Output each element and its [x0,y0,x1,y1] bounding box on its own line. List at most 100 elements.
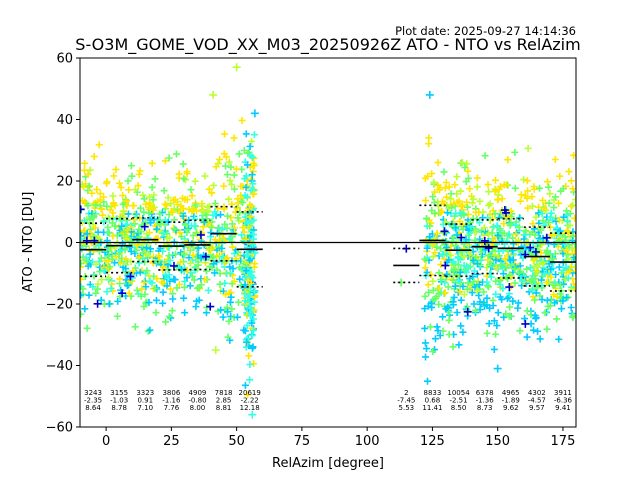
scatter-point [468,289,476,297]
scatter-point [546,223,554,231]
scatter-point [105,252,113,260]
scatter-point [421,174,429,182]
bin-stat-label: -2.22 [241,397,259,405]
scatter-point [550,291,558,299]
scatter-point [159,288,167,296]
scatter-point [476,235,484,243]
scatter-point [177,233,185,241]
scatter-point [195,296,203,304]
scatter-point [98,276,106,284]
scatter-point [232,165,240,173]
scatter-point [566,267,574,275]
scatter-point [440,255,448,263]
scatter-point [104,274,112,282]
scatter-point [462,268,470,276]
scatter-point [456,288,464,296]
scatter-point [249,180,257,188]
scatter-point [509,297,517,305]
x-tick-label: 125 [420,434,445,449]
scatter-point [246,361,254,369]
scatter-point [242,267,250,275]
scatter-point [536,335,544,343]
scatter-point [421,292,429,300]
scatter-point [505,283,514,292]
x-axis-label: RelAzim [degree] [272,456,384,471]
scatter-point [90,152,98,160]
scatter-point [83,230,91,238]
scatter-point [555,199,563,207]
scatter-point [106,263,114,271]
scatter-point [216,280,224,288]
scatter-point [165,154,173,162]
scatter-point [507,220,515,228]
bin-stat-label: 7.76 [164,404,180,412]
scatter-point [171,225,179,233]
y-axis-label: ATO - NTO [DU] [21,192,36,293]
scatter-point [183,196,191,204]
bin-stat-label: 9.41 [555,404,571,412]
scatter-point [80,205,85,214]
scatter-point [535,219,543,227]
scatter-point [114,297,122,305]
scatter-point [139,249,147,257]
scatter-point [496,280,504,288]
scatter-point [529,293,537,301]
scatter-point [480,288,488,296]
scatter-point [191,266,199,274]
scatter-point [473,287,481,295]
scatter-point [163,201,171,209]
scatter-point [567,286,575,294]
scatter-point [109,192,117,200]
scatter-point [248,137,256,145]
scatter-point [496,293,504,301]
scatter-point [428,300,436,308]
scatter-point [122,255,130,263]
scatter-point [451,181,459,189]
scatter-point [497,183,505,191]
scatter-point [161,200,169,208]
scatter-point [169,196,177,204]
scatter-point [250,131,258,139]
scatter-point [201,252,210,261]
chart-title: S-O3M_GOME_VOD_XX_M03_20250926Z ATO - NT… [75,35,580,55]
bin-stat-label: -7.45 [397,397,415,405]
scatter-point [203,304,211,312]
scatter-point [421,339,429,347]
scatter-point [490,223,498,231]
scatter-point [462,178,470,186]
scatter-point [221,220,229,228]
scatter-point [562,247,570,255]
scatter-point [427,271,435,279]
scatter-point [555,216,563,224]
scatter-point [122,276,130,284]
scatter-point [119,200,127,208]
scatter-point [493,322,501,330]
scatter-point [166,285,174,293]
scatter-point [105,229,113,237]
scatter-point [505,230,513,238]
scatter-point [421,255,429,263]
bin-stat-label: 8.73 [477,404,493,412]
scatter-point [146,326,154,334]
scatter-point [228,305,236,313]
bin-stat-label: 4909 [189,389,207,397]
scatter-point [126,237,134,245]
x-tick-label: 175 [551,434,576,449]
bin-stat-label: 9.62 [503,404,519,412]
scatter-point [219,313,227,321]
scatter-point [553,315,561,323]
scatter-point [242,235,250,243]
scatter-point [448,204,456,212]
scatter-point [183,266,191,274]
scatter-point [175,170,183,178]
scatter-point [473,174,481,182]
scatter-point [501,255,509,263]
scatter-point [144,252,152,260]
x-axis-ticks: 0 25 50 75 100 125 150 175 [102,427,575,449]
scatter-point [241,327,249,335]
scatter-point [552,217,560,225]
scatter-point [544,302,552,310]
scatter-point [484,252,492,260]
scatter-point [124,210,132,218]
bin-stat-label: 5.53 [399,404,415,412]
